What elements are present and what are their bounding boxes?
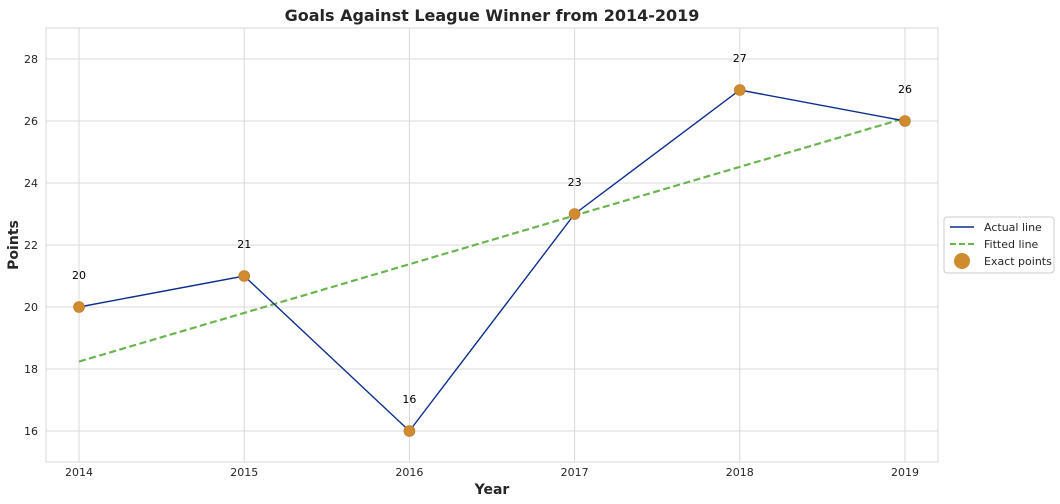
x-tick-label: 2014 <box>65 466 93 479</box>
y-tick-labels: 16 18 20 22 24 26 28 <box>24 53 38 438</box>
legend-exact-points-label: Exact points <box>984 255 1052 268</box>
x-axis-label: Year <box>474 482 510 498</box>
x-tick-label: 2018 <box>726 466 754 479</box>
y-tick-label: 28 <box>24 53 38 66</box>
data-labels-layer: 20 21 16 23 27 26 <box>72 52 912 406</box>
legend-exact-points-swatch <box>954 253 970 269</box>
x-tick-label: 2016 <box>395 466 423 479</box>
y-tick-label: 20 <box>24 301 38 314</box>
exact-point <box>403 425 416 437</box>
legend: Actual line Fitted line Exact points <box>943 216 1055 274</box>
actual-line-layer <box>78 89 906 433</box>
y-tick-label: 26 <box>24 115 38 128</box>
exact-point <box>73 301 85 313</box>
data-label: 20 <box>72 269 86 282</box>
exact-points-layer <box>73 84 911 437</box>
x-tick-label: 2015 <box>230 466 258 479</box>
legend-frame <box>943 216 1055 274</box>
data-label: 21 <box>237 238 251 251</box>
data-label: 23 <box>568 176 582 189</box>
y-tick-label: 16 <box>24 425 38 438</box>
legend-fitted-line-label: Fitted line <box>984 238 1039 251</box>
data-label: 16 <box>402 393 416 406</box>
data-label: 26 <box>898 83 912 96</box>
grid <box>46 28 938 462</box>
y-axis-label: Points <box>6 220 22 270</box>
exact-point <box>899 115 911 127</box>
y-tick-label: 22 <box>24 239 38 252</box>
exact-point <box>733 84 746 96</box>
chart-title: Goals Against League Winner from 2014-20… <box>285 6 700 25</box>
exact-point <box>238 270 251 282</box>
legend-actual-line-label: Actual line <box>984 221 1042 234</box>
x-tick-label: 2017 <box>561 466 589 479</box>
x-tick-labels: 2014 2015 2016 2017 2018 2019 <box>65 466 919 479</box>
data-label: 27 <box>733 52 747 65</box>
x-tick-label: 2019 <box>891 466 919 479</box>
actual-line <box>78 89 906 433</box>
y-tick-label: 24 <box>24 177 38 190</box>
y-tick-label: 18 <box>24 363 38 376</box>
fitted-line-layer <box>78 117 906 363</box>
fitted-line <box>78 117 906 363</box>
exact-point <box>568 208 581 220</box>
